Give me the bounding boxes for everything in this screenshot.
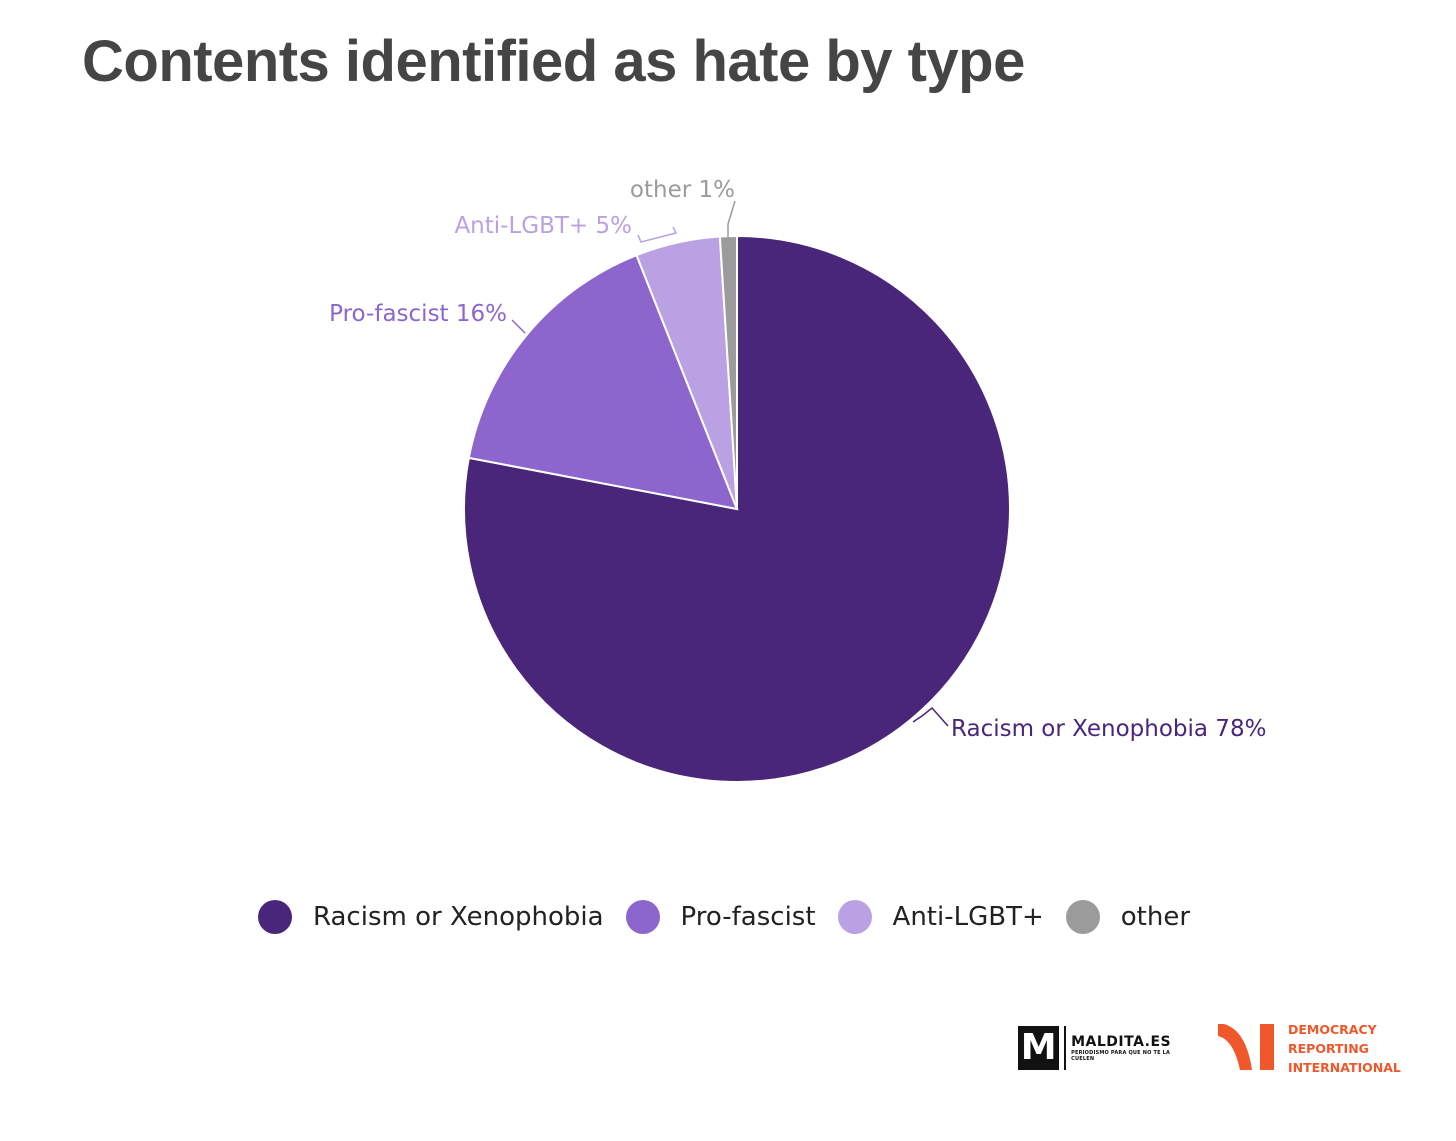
maldita-logo-mark: M — [1018, 1026, 1060, 1070]
chart-title: Contents identified as hate by type — [82, 29, 1025, 94]
legend-label-profascist: Pro-fascist — [680, 902, 816, 932]
leader-line-profascist — [511, 319, 526, 334]
leader-lines — [511, 200, 949, 727]
legend-swatch-racism — [258, 900, 292, 934]
maldita-logo-tagline: PERIODISMO PARA QUE NO TE LA CUELEN — [1071, 1050, 1171, 1062]
leader-line-antilgbt — [637, 226, 678, 243]
legend-item-other: other — [1065, 900, 1191, 934]
dri-logo: DEMOCRACY REPORTING INTERNATIONAL — [1218, 1020, 1401, 1077]
legend-label-racism: Racism or Xenophobia — [313, 902, 604, 932]
dri-logo-line-3: INTERNATIONAL — [1288, 1060, 1401, 1075]
pie-slice-racism — [463, 234, 1011, 783]
legend-swatch-other — [1065, 900, 1100, 934]
leader-line-racism — [912, 706, 949, 727]
legend-item-racism: Racism or Xenophobia — [258, 900, 604, 934]
slice-label-antilgbt: Anti-LGBT+ 5% — [454, 213, 632, 239]
legend-item-antilgbt: Anti-LGBT+ — [837, 900, 1044, 934]
dri-logo-text: DEMOCRACY REPORTING INTERNATIONAL — [1288, 1020, 1401, 1077]
dri-logo-line-1: DEMOCRACY — [1288, 1022, 1377, 1037]
pie-chart: Racism or Xenophobia 78% Pro-fascist 16%… — [329, 177, 1266, 783]
legend-item-profascist: Pro-fascist — [625, 900, 816, 934]
maldita-logo-name: MALDITA.ES — [1071, 1034, 1172, 1050]
slice-label-other: other 1% — [630, 177, 735, 203]
dri-logo-line-2: REPORTING — [1288, 1041, 1369, 1056]
legend-label-antilgbt: Anti-LGBT+ — [892, 902, 1044, 932]
dri-logo-bar — [1260, 1024, 1274, 1070]
leader-line-other — [727, 200, 736, 237]
pie-slice-profascist — [467, 253, 739, 511]
legend-swatch-profascist — [625, 900, 660, 934]
slice-label-profascist: Pro-fascist 16% — [329, 301, 507, 327]
dri-logo-mark — [1218, 1024, 1274, 1070]
maldita-logo-divider — [1064, 1026, 1067, 1070]
legend: Racism or Xenophobia Pro-fascist Anti-LG… — [258, 900, 1212, 934]
maldita-logo: M MALDITA.ES PERIODISMO PARA QUE NO TE L… — [1018, 1026, 1178, 1070]
legend-label-other: other — [1120, 902, 1191, 932]
slice-label-racism: Racism or Xenophobia 78% — [951, 716, 1266, 742]
dri-logo-curve — [1218, 1024, 1252, 1070]
maldita-logo-text: MALDITA.ES PERIODISMO PARA QUE NO TE LA … — [1071, 1034, 1178, 1062]
pie-slices — [463, 234, 1011, 783]
legend-swatch-antilgbt — [837, 900, 872, 934]
